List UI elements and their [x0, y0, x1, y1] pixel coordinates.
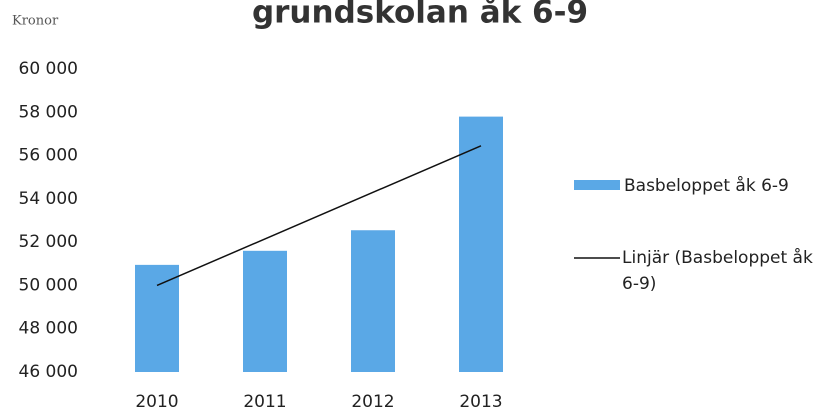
y-tick-label: 56 000 [19, 146, 78, 166]
chart-title: grundskolan åk 6-9 [252, 0, 588, 31]
legend-label: Linjär (Basbeloppet åk 6-9) [622, 248, 813, 294]
y-tick-label: 50 000 [19, 275, 78, 295]
y-axis-label: Kronor [12, 14, 59, 29]
y-tick-label: 54 000 [19, 189, 78, 209]
y-tick-label: 52 000 [19, 232, 78, 252]
y-tick-label: 60 000 [19, 59, 78, 79]
legend-swatch [574, 180, 620, 190]
y-tick-label: 48 000 [19, 319, 78, 339]
x-tick-label: 2012 [351, 392, 394, 412]
trend-line [156, 145, 482, 287]
y-tick-label: 46 000 [19, 362, 78, 382]
legend-label: Basbeloppet åk 6-9 [624, 176, 789, 196]
x-tick-label: 2013 [459, 392, 502, 412]
bar [459, 116, 503, 372]
y-tick-label: 58 000 [19, 102, 78, 122]
bar [351, 230, 395, 372]
x-tick-label: 2011 [243, 392, 286, 412]
bar [243, 250, 287, 372]
x-tick-label: 2010 [135, 392, 178, 412]
bar [135, 264, 179, 372]
